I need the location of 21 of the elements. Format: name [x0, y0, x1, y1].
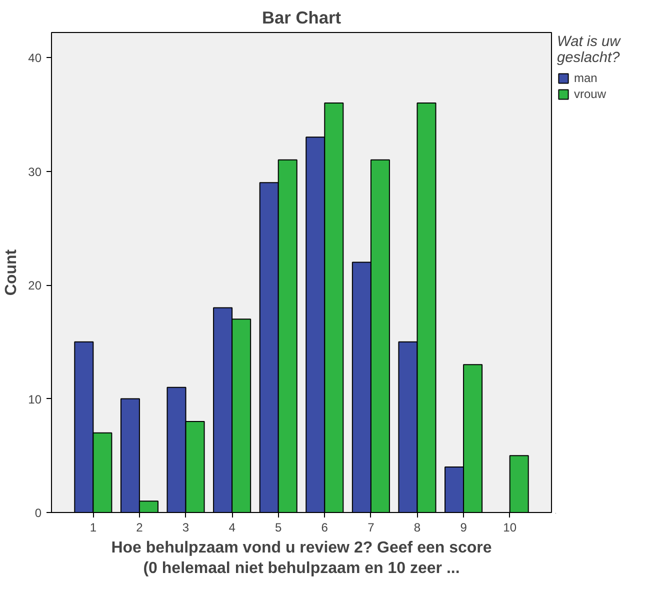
x-tick-label: 5: [275, 520, 282, 534]
y-tick-label: 10: [28, 392, 42, 406]
x-tick-label: 7: [368, 520, 375, 534]
x-tick-label: 10: [503, 520, 517, 534]
x-tick-label: 6: [321, 520, 328, 534]
chart-title: Bar Chart: [262, 8, 342, 28]
x-axis-title: Hoe behulpzaam vond u review 2? Geef een score (0 helemaal niet behulpzaam en 10 zeer ...: [111, 540, 492, 577]
x-tick-label: 8: [414, 520, 421, 534]
y-tick-label: 0: [34, 506, 42, 520]
x-tick-label: 2: [136, 520, 144, 534]
legend-title: Wat is uw geslacht?: [557, 34, 620, 66]
x-tick-label: 9: [460, 520, 468, 534]
x-tick-label: 3: [182, 520, 190, 534]
x-tick-label: 4: [228, 520, 236, 534]
y-tick-label: 40: [28, 51, 42, 66]
y-tick-label: 20: [28, 278, 42, 293]
y-axis-title: Count: [3, 248, 20, 296]
legend-label: man: [574, 71, 598, 85]
legend-label: vrouw: [574, 87, 606, 101]
y-tick-label: 30: [28, 164, 42, 179]
x-tick-label: 1: [90, 520, 97, 534]
